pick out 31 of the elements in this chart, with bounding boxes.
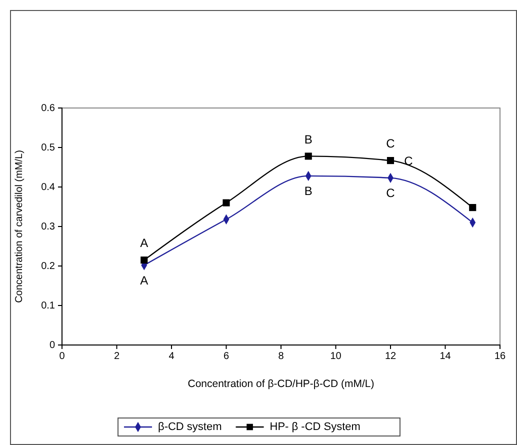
y-tick-label: 0.2 (41, 261, 56, 272)
x-tick-label: 4 (168, 351, 175, 362)
y-tick-label: 0.3 (41, 222, 56, 233)
annotation: C (386, 186, 396, 200)
x-tick-label: 6 (223, 351, 230, 362)
x-tick-label: 8 (278, 351, 284, 362)
y-tick-label: 0 (49, 340, 56, 352)
point (386, 157, 394, 164)
annotation: B (304, 132, 312, 146)
x-tick-label: 12 (384, 351, 396, 362)
annotation: A (140, 236, 148, 250)
y-tick-label: 0.5 (41, 142, 56, 154)
y-axis-title: Concentration of carvedilol (mM/L) (14, 150, 25, 303)
x-tick-label: 0 (59, 351, 66, 362)
legend-label: HP- β -CD System (270, 420, 360, 433)
x-tick-label: 10 (330, 351, 342, 362)
x-tick-label: 2 (114, 351, 120, 362)
annotation: C (386, 136, 396, 151)
y-tick-label: 0.6 (41, 103, 56, 114)
x-tick-label: 16 (494, 351, 506, 362)
point (469, 204, 476, 212)
annotation: A (140, 273, 148, 288)
legend-label: β-CD system (158, 420, 222, 433)
x-axis-title: Concentration of β-CD/HP-β-CD (mM/L) (188, 378, 374, 390)
point (140, 256, 148, 264)
y-tick-label: 0.4 (41, 182, 56, 194)
point (304, 152, 312, 160)
y-tick-label: 0.1 (41, 300, 56, 312)
annotation: B (304, 184, 312, 198)
point (222, 199, 230, 206)
x-tick-label: 14 (440, 351, 452, 362)
